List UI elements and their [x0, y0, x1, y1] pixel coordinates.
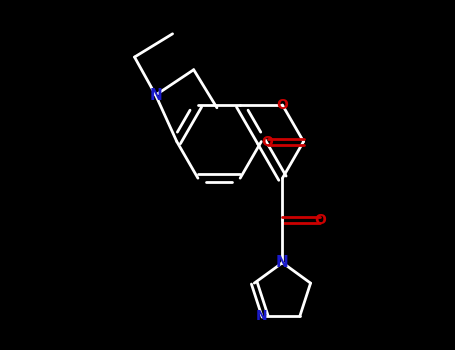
Text: O: O	[262, 134, 273, 148]
Text: N: N	[149, 88, 162, 103]
Text: N: N	[256, 309, 267, 323]
Text: O: O	[314, 214, 326, 228]
Text: O: O	[277, 98, 288, 112]
Text: N: N	[276, 255, 289, 270]
